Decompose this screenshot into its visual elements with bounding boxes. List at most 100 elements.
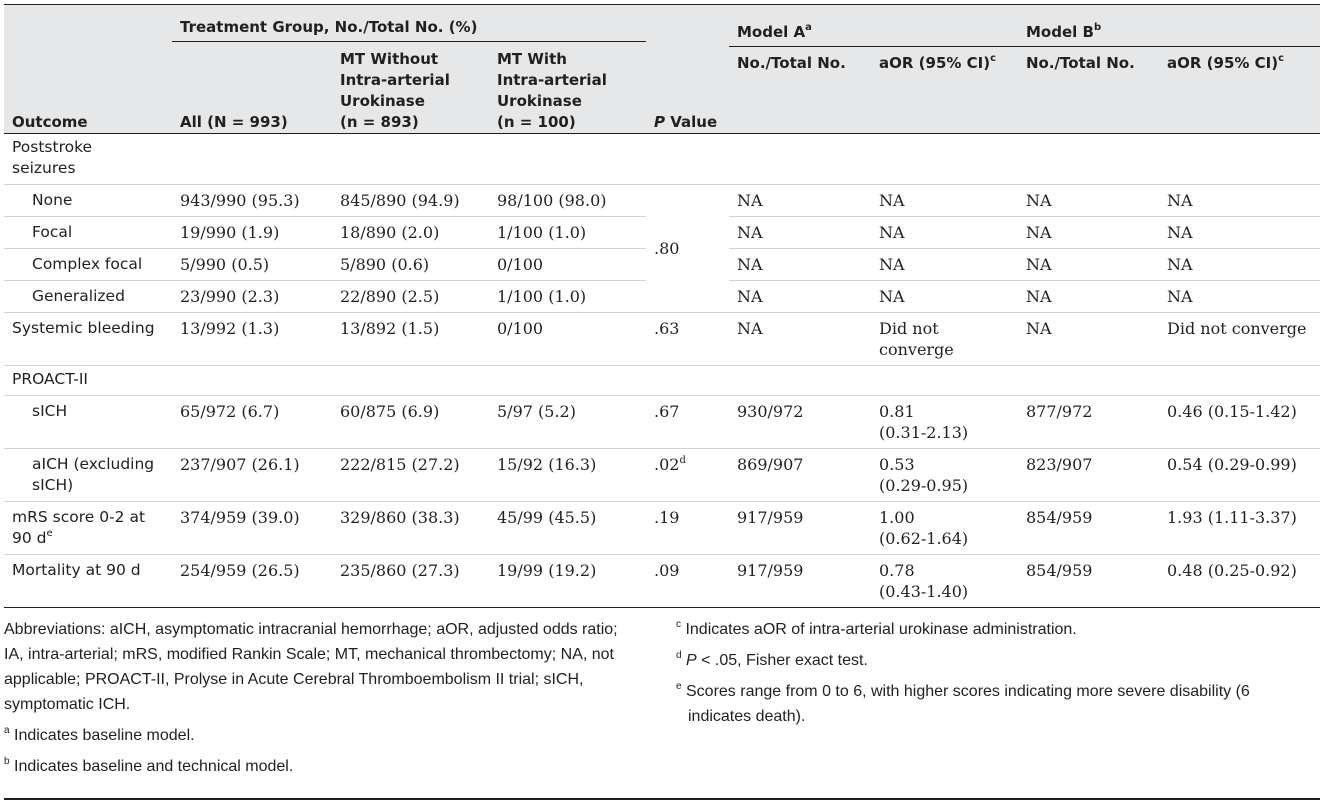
cell-model-b-n: NA — [1026, 287, 1052, 306]
cell-model-a-aor: NA — [879, 287, 905, 306]
cell-model-a-n: NA — [737, 191, 763, 210]
bottom-rule — [4, 798, 1320, 800]
cell-model-b-aor: NA — [1167, 255, 1193, 274]
header-model-b-aor: aOR (95% CI)c — [1167, 53, 1285, 73]
cell-with: 45/99 (45.5) — [497, 508, 597, 527]
cell-all: 374/959 (39.0) — [180, 508, 300, 527]
cell-all: 13/992 (1.3) — [180, 319, 280, 338]
row-label: sICH — [32, 402, 68, 420]
header-model-a: Model Aa — [729, 5, 1018, 47]
cell-with: 19/99 (19.2) — [497, 561, 597, 580]
cell-p-value: .63 — [654, 319, 680, 338]
cell-model-a-aor: NA — [879, 255, 905, 274]
cell-model-a-aor: 0.81 (0.31-2.13) — [879, 402, 969, 442]
cell-all: 23/990 (2.3) — [180, 287, 280, 306]
cell-with: 98/100 (98.0) — [497, 191, 607, 210]
footnote-d: d P < .05, Fisher exact test. — [676, 649, 868, 669]
cell-without: 329/860 (38.3) — [340, 508, 460, 527]
cell-all: 943/990 (95.3) — [180, 191, 300, 210]
table-header: Outcome Treatment Group, No./Total No. (… — [4, 4, 1320, 134]
cell-all: 19/990 (1.9) — [180, 223, 280, 242]
cell-model-b-n: 823/907 — [1026, 455, 1093, 474]
cell-model-a-aor: 0.78 (0.43-1.40) — [879, 561, 969, 601]
cell-model-a-aor: NA — [879, 223, 905, 242]
cell-p-value: .80 — [646, 184, 729, 313]
cell-model-a-n: 917/959 — [737, 561, 804, 580]
row-label: aICH (excluding sICH) — [32, 455, 155, 494]
header-model-b-no-total: No./Total No. — [1026, 54, 1135, 72]
outcomes-table-container: Outcome Treatment Group, No./Total No. (… — [4, 4, 1320, 608]
header-outcome: Outcome — [12, 113, 88, 131]
cell-all: 65/972 (6.7) — [180, 402, 280, 421]
cell-p-value: .02d — [654, 454, 686, 474]
header-treatment-group: Treatment Group, No./Total No. (%) — [172, 5, 646, 48]
header-all: All (N = 993) — [180, 113, 288, 131]
cell-model-b-n: NA — [1026, 319, 1052, 338]
header-mt-without: MT Without Intra-arterial Urokinase (n = 89… — [340, 50, 450, 131]
cell-with: 15/92 (16.3) — [497, 455, 597, 474]
cell-model-b-aor: NA — [1167, 223, 1193, 242]
cell-model-b-n: 877/972 — [1026, 402, 1093, 421]
cell-without: 235/860 (27.3) — [340, 561, 460, 580]
cell-model-a-n: NA — [737, 287, 763, 306]
header-model-a-aor: aOR (95% CI)c — [879, 53, 997, 73]
cell-model-b-aor: 0.48 (0.25-0.92) — [1167, 561, 1297, 580]
footnote-b: b Indicates baseline and technical model… — [4, 755, 294, 775]
cell-model-a-n: 869/907 — [737, 455, 804, 474]
cell-model-b-aor: 1.93 (1.11-3.37) — [1167, 508, 1297, 527]
cell-with: 0/100 — [497, 319, 544, 338]
cell-without: 22/890 (2.5) — [340, 287, 440, 306]
section-label-proact: PROACT-II — [12, 370, 88, 388]
cell-model-a-n: NA — [737, 223, 763, 242]
header-model-a-no-total: No./Total No. — [737, 54, 846, 72]
cell-without: 13/892 (1.5) — [340, 319, 440, 338]
cell-model-a-n: NA — [737, 255, 763, 274]
cell-model-b-aor: Did not converge — [1167, 319, 1307, 338]
cell-model-b-n: NA — [1026, 223, 1052, 242]
header-mt-with: MT With Intra-arterial Urokinase (n = 100) — [497, 50, 607, 131]
cell-model-b-aor: 0.46 (0.15-1.42) — [1167, 402, 1297, 421]
row-label: mRS score 0-2 at 90 de — [12, 508, 146, 547]
cell-all: 237/907 (26.1) — [180, 455, 300, 474]
footnote-c: c Indicates aOR of intra-arterial urokin… — [676, 618, 1077, 638]
footnotes-left: Abbreviations: aICH, asymptomatic intrac… — [4, 617, 624, 785]
row-label: Generalized — [32, 287, 125, 305]
cell-model-b-n: 854/959 — [1026, 508, 1093, 527]
row-label: Complex focal — [32, 255, 143, 273]
cell-without: 60/875 (6.9) — [340, 402, 440, 421]
cell-without: 18/890 (2.0) — [340, 223, 440, 242]
row-label: None — [32, 191, 73, 209]
cell-model-a-n: 930/972 — [737, 402, 804, 421]
header-p-value: P Value — [654, 113, 718, 131]
cell-all: 254/959 (26.5) — [180, 561, 300, 580]
cell-without: 222/815 (27.2) — [340, 455, 460, 474]
row-label: Mortality at 90 d — [12, 561, 141, 579]
table-row: None 943/990 (95.3) 845/890 (94.9) 98/10… — [4, 184, 1320, 313]
cell-with: 0/100 — [497, 255, 544, 274]
table-row: aICH (excluding sICH) 237/907 (26.1) 222/… — [4, 449, 1320, 502]
footnotes-right: c Indicates aOR of intra-arterial urokin… — [676, 617, 1316, 735]
footnote-a: a Indicates baseline model. — [4, 724, 195, 744]
table-body: Poststroke seizures None 943/990 (95.3) 8… — [4, 134, 1320, 608]
cell-p-value: .09 — [654, 561, 680, 580]
cell-model-a-aor: 0.53 (0.29-0.95) — [879, 455, 969, 495]
cell-model-a-aor: 1.00 (0.62-1.64) — [879, 508, 969, 548]
row-label: Focal — [32, 223, 73, 241]
section-label-seizures: Poststroke seizures — [12, 138, 93, 177]
cell-p-value: .67 — [654, 402, 680, 421]
cell-model-b-n: NA — [1026, 255, 1052, 274]
table-row: Systemic bleeding 13/992 (1.3) 13/892 (1… — [4, 313, 1320, 366]
cell-model-b-aor: NA — [1167, 191, 1193, 210]
cell-model-a-aor: Did not converge — [879, 319, 954, 359]
cell-without: 845/890 (94.9) — [340, 191, 460, 210]
table-row: Mortality at 90 d 254/959 (26.5) 235/860… — [4, 555, 1320, 608]
abbreviations-note: Abbreviations: aICH, asymptomatic intrac… — [4, 621, 618, 713]
cell-with: 1/100 (1.0) — [497, 287, 587, 306]
cell-without: 5/890 (0.6) — [340, 255, 430, 274]
table-row: sICH 65/972 (6.7) 60/875 (6.9) 5/97 (5.2… — [4, 396, 1320, 449]
cell-model-b-n: 854/959 — [1026, 561, 1093, 580]
cell-model-b-n: NA — [1026, 191, 1052, 210]
cell-with: 1/100 (1.0) — [497, 223, 587, 242]
table-row: Poststroke seizures — [4, 134, 1320, 185]
outcomes-table: Outcome Treatment Group, No./Total No. (… — [4, 4, 1320, 608]
